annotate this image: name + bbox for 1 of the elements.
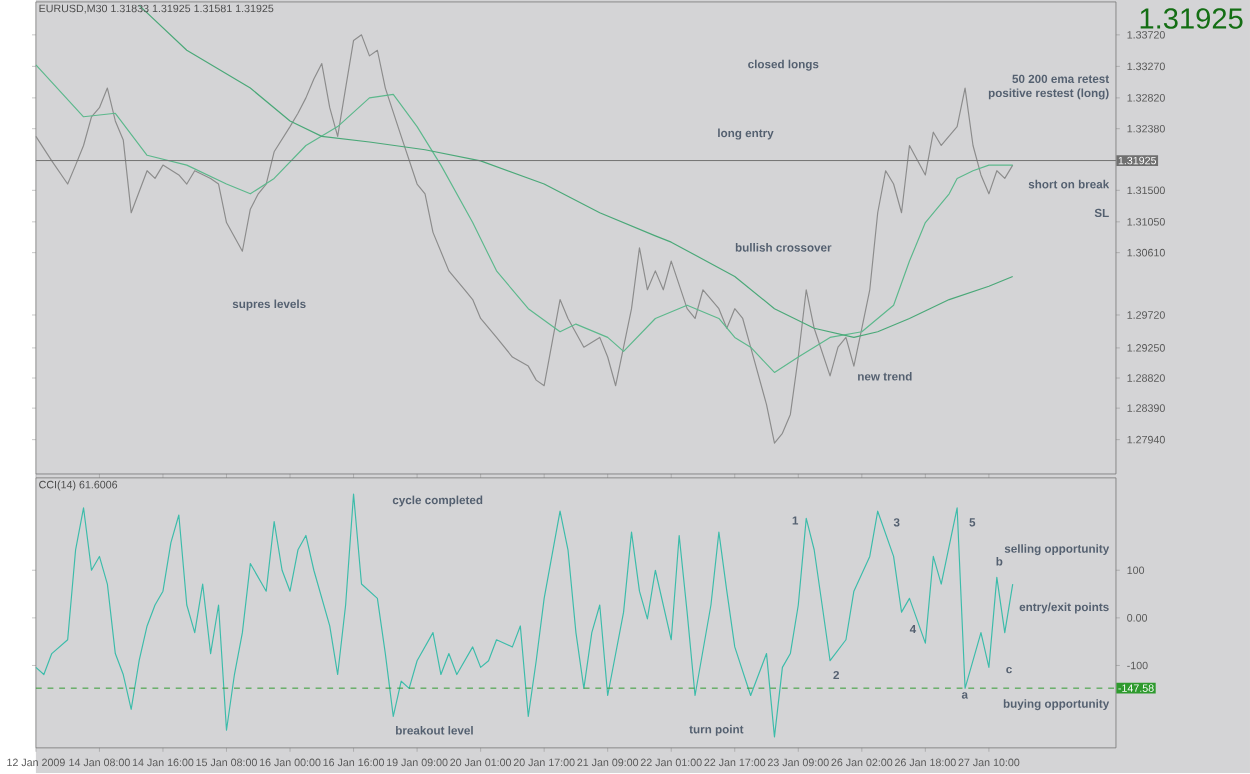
- text: 1.31925: [1140, 8, 1243, 30]
